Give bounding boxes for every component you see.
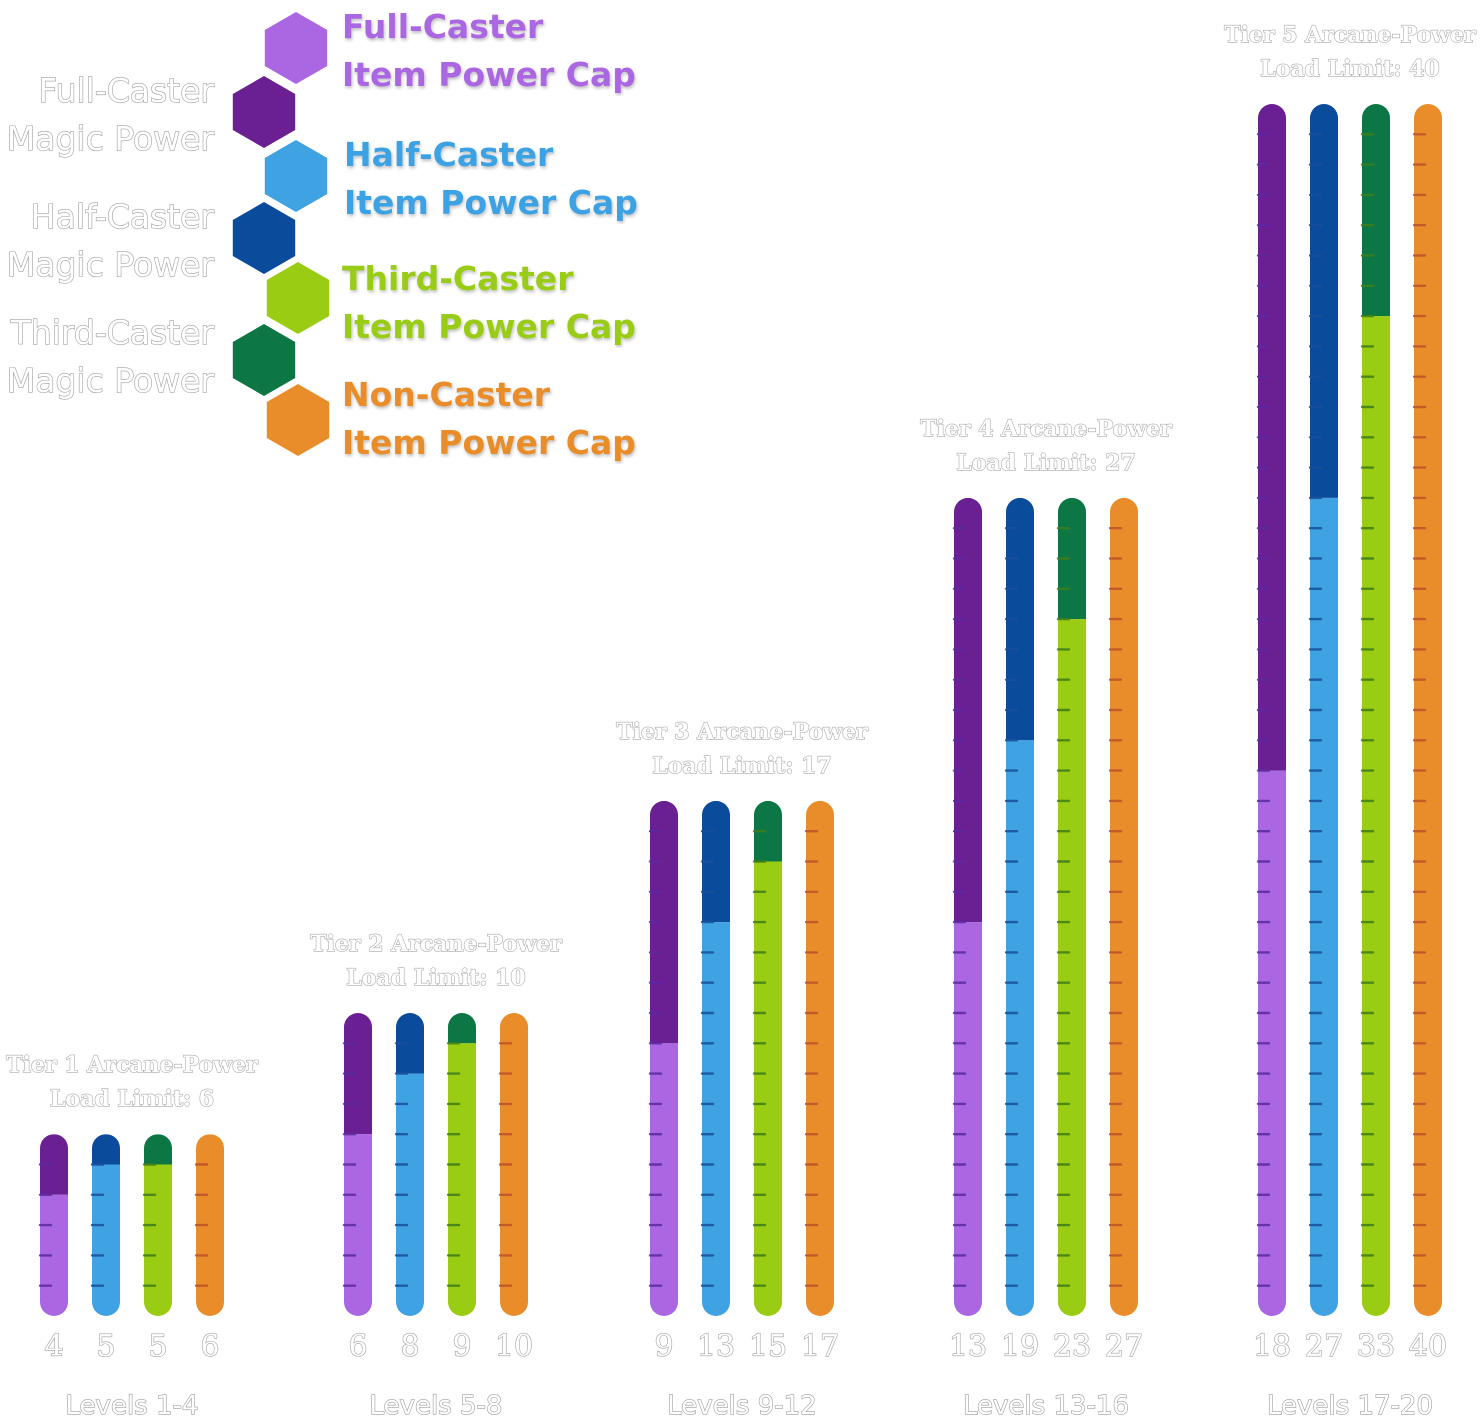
value-label-third-tier3: 15 <box>749 1329 787 1364</box>
bar-half-tier3 <box>702 800 730 1316</box>
bar-full-cap-segment <box>650 1043 678 1316</box>
bar-half-magic-segment <box>1310 104 1338 498</box>
value-label-non-tier3: 17 <box>801 1329 839 1364</box>
value-label-third-tier2: 9 <box>452 1329 471 1364</box>
bar-non-tier4 <box>1110 497 1138 1316</box>
bar-third-tier3 <box>754 800 782 1316</box>
bar-full-tier4 <box>954 497 982 1316</box>
value-label-half-tier2: 8 <box>400 1329 419 1364</box>
bar-non-cap-segment <box>806 800 834 1316</box>
levels-label-3: Levels 9-12 <box>667 1391 816 1421</box>
tier-title-5: Tier 5 Arcane-Power <box>1224 22 1476 48</box>
legend-half-cap-line1: Half-Caster <box>344 135 554 174</box>
value-label-third-tier5: 33 <box>1357 1329 1395 1364</box>
full-magic-hexagon-icon <box>232 76 296 148</box>
load-limit-label-4: Load Limit: 27 <box>956 450 1135 476</box>
third-cap-hexagon-icon <box>266 262 330 334</box>
legend-half-magic-line2: Magic Power <box>7 245 215 284</box>
legend-half-magic-line1: Half-Caster <box>31 197 215 236</box>
value-label-third-tier4: 23 <box>1053 1329 1091 1364</box>
legend-full-cap-line2: Item Power Cap <box>342 55 636 94</box>
tier-title-3: Tier 3 Arcane-Power <box>616 719 868 745</box>
legend-non-cap-line1: Non-Caster <box>342 375 551 414</box>
levels-label-2: Levels 5-8 <box>370 1391 503 1421</box>
legend-third-cap-line2: Item Power Cap <box>342 307 636 346</box>
bar-third-magic-segment <box>144 1134 172 1165</box>
bar-third-cap-segment <box>1362 316 1390 1316</box>
bar-half-magic-segment <box>92 1134 120 1165</box>
levels-label-5: Levels 17-20 <box>1267 1391 1433 1421</box>
bar-non-tier3 <box>806 800 834 1316</box>
bar-half-tier4 <box>1006 497 1034 1316</box>
bar-full-cap-segment <box>954 922 982 1316</box>
value-label-non-tier1: 6 <box>200 1329 219 1364</box>
bar-third-cap-segment <box>754 861 782 1316</box>
value-label-non-tier4: 27 <box>1105 1329 1143 1364</box>
tier-title-1: Tier 1 Arcane-Power <box>6 1052 258 1078</box>
load-limit-label-2: Load Limit: 10 <box>346 965 525 991</box>
load-limit-label-3: Load Limit: 17 <box>652 753 831 779</box>
value-label-half-tier3: 13 <box>697 1329 735 1364</box>
bar-full-tier1 <box>40 1134 68 1316</box>
legend-non-cap-line2: Item Power Cap <box>342 423 636 462</box>
value-label-full-tier3: 9 <box>654 1329 673 1364</box>
half-magic-hexagon-icon <box>232 202 296 274</box>
value-label-non-tier5: 40 <box>1409 1329 1447 1364</box>
bar-third-magic-segment <box>1362 104 1390 317</box>
value-label-full-tier4: 13 <box>949 1329 987 1364</box>
third-magic-hexagon-icon <box>232 324 296 396</box>
levels-label-4: Levels 13-16 <box>963 1391 1129 1421</box>
legend-third-magic-line1: Third-Caster <box>10 313 215 352</box>
bar-non-cap-segment <box>1110 497 1138 1316</box>
bar-third-tier4 <box>1058 497 1086 1316</box>
value-label-full-tier2: 6 <box>348 1329 367 1364</box>
tier-title-2: Tier 2 Arcane-Power <box>310 931 562 957</box>
levels-label-1: Levels 1-4 <box>66 1391 199 1421</box>
full-cap-hexagon-icon <box>264 12 328 84</box>
bar-third-cap-segment <box>1058 619 1086 1316</box>
value-label-half-tier4: 19 <box>1001 1329 1039 1364</box>
bar-half-cap-segment <box>702 922 730 1316</box>
legend-third-cap-line1: Third-Caster <box>342 259 574 298</box>
bar-half-tier5 <box>1310 104 1338 1316</box>
legend-half-cap-line2: Item Power Cap <box>344 183 638 222</box>
bar-third-tier2 <box>448 1013 476 1316</box>
legend-full-magic-line2: Magic Power <box>7 119 215 158</box>
value-label-full-tier5: 18 <box>1253 1329 1291 1364</box>
value-label-third-tier1: 5 <box>148 1329 167 1364</box>
bar-half-cap-segment <box>1310 497 1338 1316</box>
legend-third-magic-line2: Magic Power <box>7 361 215 400</box>
bar-half-tier1 <box>92 1134 120 1316</box>
legend-full-cap-line1: Full-Caster <box>342 7 544 46</box>
value-label-full-tier1: 4 <box>44 1329 63 1364</box>
tier-title-4: Tier 4 Arcane-Power <box>920 416 1172 442</box>
legend: Full-Caster Item Power Cap Half-Caster I… <box>6 7 638 462</box>
bar-third-tier5 <box>1362 104 1390 1316</box>
bar-third-magic-segment <box>448 1013 476 1044</box>
value-label-half-tier1: 5 <box>96 1329 115 1364</box>
bar-third-cap-segment <box>448 1043 476 1316</box>
value-label-non-tier2: 10 <box>495 1329 533 1364</box>
load-limit-label-1: Load Limit: 6 <box>50 1086 214 1112</box>
bar-third-cap-segment <box>144 1164 172 1316</box>
bar-third-tier1 <box>144 1134 172 1316</box>
non-cap-hexagon-icon <box>266 384 330 456</box>
bar-half-cap-segment <box>1006 740 1034 1316</box>
load-limit-label-5: Load Limit: 40 <box>1260 56 1439 82</box>
legend-full-magic-line1: Full-Caster <box>38 71 214 110</box>
bar-half-cap-segment <box>92 1164 120 1316</box>
value-label-half-tier5: 27 <box>1305 1329 1343 1364</box>
half-cap-hexagon-icon <box>264 140 328 212</box>
bar-full-tier3 <box>650 800 678 1316</box>
